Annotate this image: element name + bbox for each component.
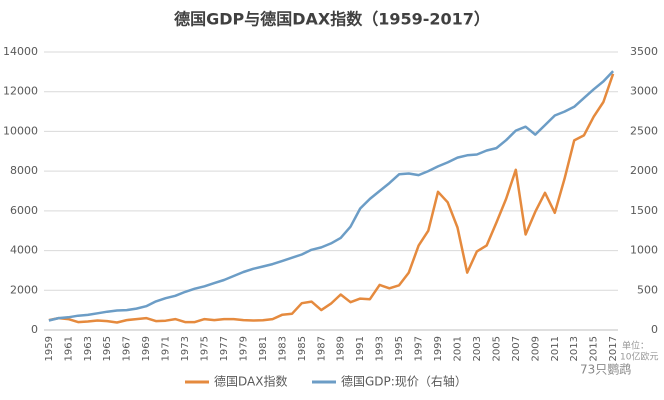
y-tick-label: 10000 [3, 124, 38, 137]
y-tick-label: 14000 [3, 45, 38, 58]
y2-tick-label: 500 [637, 283, 658, 296]
y-tick-label: 0 [31, 323, 38, 336]
x-tick-label: 1997 [414, 336, 425, 361]
x-tick-label: 2007 [511, 336, 522, 361]
x-tick-label: 1981 [258, 336, 269, 361]
watermark: 73只鹦鹉 [580, 363, 631, 377]
x-tick-label: 1987 [316, 336, 327, 361]
annotation: 10亿欧元 [620, 351, 658, 363]
x-tick-label: 1999 [433, 336, 444, 361]
y2-tick-label: 2500 [630, 124, 658, 137]
legend-label: 德国GDP:现价（右轴） [341, 374, 467, 389]
x-tick-label: 1965 [102, 336, 113, 361]
y-tick-label: 12000 [3, 85, 38, 98]
x-tick-label: 1985 [297, 336, 308, 361]
y2-tick-label: 2000 [630, 164, 658, 177]
x-tick-label: 1977 [219, 336, 230, 361]
y2-tick-label: 1000 [630, 244, 658, 257]
annotation: 单位： [622, 340, 649, 352]
x-tick-label: 1995 [394, 336, 405, 361]
y-tick-label: 8000 [10, 164, 38, 177]
y-tick-label: 2000 [10, 283, 38, 296]
x-tick-label: 2015 [589, 336, 600, 361]
x-tick-label: 1975 [200, 336, 211, 361]
y2-tick-label: 0 [651, 323, 658, 336]
x-tick-label: 1959 [44, 336, 55, 361]
y-tick-label: 4000 [10, 244, 38, 257]
x-tick-label: 1963 [83, 336, 94, 361]
x-tick-label: 1967 [122, 336, 133, 361]
x-tick-label: 2001 [452, 336, 463, 361]
x-tick-label: 1989 [336, 336, 347, 361]
y2-tick-label: 3000 [630, 85, 658, 98]
x-tick-label: 2009 [530, 336, 541, 361]
x-tick-label: 1983 [277, 336, 288, 361]
series-line [48, 70, 615, 322]
series-line [48, 73, 615, 324]
x-tick-label: 1973 [180, 336, 191, 361]
x-tick-label: 2005 [491, 336, 502, 361]
y2-tick-label: 3500 [630, 45, 658, 58]
chart-title: 德国GDP与德国DAX指数（1959-2017） [174, 10, 490, 29]
x-tick-label: 2017 [608, 336, 619, 361]
x-tick-label: 1993 [375, 336, 386, 361]
x-tick-label: 2013 [569, 336, 580, 361]
x-tick-label: 2003 [472, 336, 483, 361]
y-tick-label: 6000 [10, 204, 38, 217]
legend-label: 德国DAX指数 [214, 374, 287, 389]
x-tick-label: 1979 [238, 336, 249, 361]
x-tick-label: 1991 [355, 336, 366, 361]
x-tick-label: 2011 [550, 336, 561, 361]
x-tick-label: 1971 [161, 336, 172, 361]
y2-tick-label: 1500 [630, 204, 658, 217]
x-tick-label: 1969 [141, 336, 152, 361]
x-tick-label: 1961 [63, 336, 74, 361]
